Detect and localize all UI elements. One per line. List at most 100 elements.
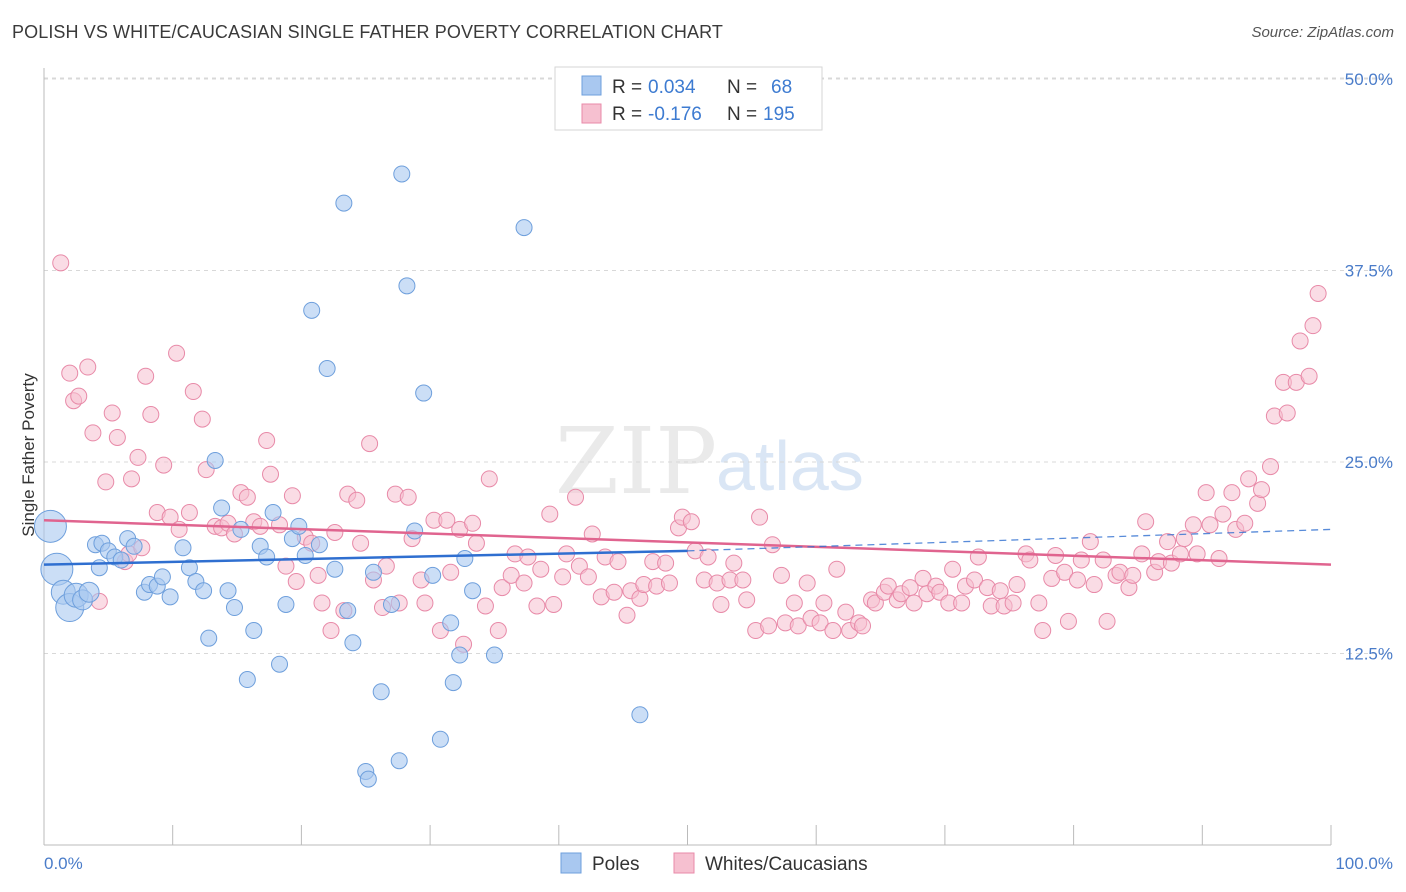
data-point-whites bbox=[1098, 612, 1116, 630]
data-point-poles bbox=[442, 614, 460, 632]
data-point-whites bbox=[1030, 594, 1048, 612]
data-point-poles bbox=[464, 582, 482, 600]
data-point-whites bbox=[609, 553, 627, 571]
data-point-poles bbox=[415, 384, 433, 402]
data-point-whites bbox=[1056, 563, 1074, 581]
data-point-whites bbox=[326, 523, 344, 541]
data-point-whites bbox=[528, 597, 546, 615]
trend-line-poles bbox=[43, 549, 688, 566]
data-point-whites bbox=[1240, 470, 1258, 488]
data-point-whites bbox=[828, 560, 846, 578]
bottom-legend: Poles Whites/Caucasians bbox=[560, 852, 868, 875]
data-point-whites bbox=[1059, 612, 1077, 630]
data-point-whites bbox=[193, 410, 211, 428]
data-point-whites bbox=[854, 617, 872, 635]
data-point-whites bbox=[70, 387, 88, 405]
data-point-whites bbox=[1197, 484, 1215, 502]
data-point-whites bbox=[361, 435, 379, 453]
trend-line-whites bbox=[43, 518, 1332, 566]
data-point-whites bbox=[84, 424, 102, 442]
data-point-poles bbox=[318, 360, 336, 378]
data-point-poles bbox=[431, 730, 449, 748]
data-point-poles bbox=[398, 277, 416, 295]
data-point-whites bbox=[1008, 576, 1026, 594]
data-point-poles bbox=[372, 683, 390, 701]
data-point-whites bbox=[760, 617, 778, 635]
data-point-poles bbox=[219, 582, 237, 600]
data-point-poles bbox=[225, 599, 243, 617]
data-point-poles bbox=[326, 560, 344, 578]
data-point-whites bbox=[712, 595, 730, 613]
data-point-whites bbox=[798, 574, 816, 592]
data-point-whites bbox=[545, 595, 563, 613]
data-point-whites bbox=[699, 548, 717, 566]
data-point-whites bbox=[1188, 545, 1206, 563]
data-point-whites bbox=[1137, 513, 1155, 531]
data-point-whites bbox=[751, 508, 769, 526]
data-point-whites bbox=[953, 594, 971, 612]
data-point-whites bbox=[467, 534, 485, 552]
data-point-whites bbox=[123, 470, 141, 488]
data-point-poles bbox=[271, 655, 289, 673]
data-point-poles bbox=[344, 634, 362, 652]
data-point-poles bbox=[456, 550, 474, 568]
data-point-whites bbox=[1175, 530, 1193, 548]
data-point-whites bbox=[991, 582, 1009, 600]
data-point-whites bbox=[1184, 516, 1202, 534]
data-point-whites bbox=[1201, 516, 1219, 534]
data-point-poles bbox=[296, 546, 314, 564]
y-tick-label: 12.5% bbox=[1345, 645, 1393, 664]
data-point-poles bbox=[153, 568, 171, 586]
data-point-whites bbox=[262, 465, 280, 483]
legend-n-label-whites: N = bbox=[727, 104, 757, 125]
data-point-whites bbox=[97, 473, 115, 491]
data-point-whites bbox=[1021, 551, 1039, 569]
data-point-poles bbox=[112, 551, 130, 569]
data-point-whites bbox=[837, 603, 855, 621]
data-point-poles bbox=[485, 646, 503, 664]
data-point-whites bbox=[554, 568, 572, 586]
data-point-whites bbox=[532, 560, 550, 578]
data-point-whites bbox=[258, 432, 276, 450]
watermark-atlas: atlas bbox=[716, 427, 864, 505]
data-point-whites bbox=[442, 563, 460, 581]
data-point-whites bbox=[283, 487, 301, 505]
bottom-legend-label-poles: Poles bbox=[592, 854, 640, 875]
data-point-whites bbox=[464, 514, 482, 532]
data-point-poles bbox=[390, 752, 408, 770]
data-point-whites bbox=[155, 456, 173, 474]
data-point-whites bbox=[309, 566, 327, 584]
data-point-poles bbox=[444, 674, 462, 692]
data-point-whites bbox=[734, 571, 752, 589]
data-point-whites bbox=[322, 622, 340, 640]
data-point-whites bbox=[108, 428, 126, 446]
bottom-legend-swatch-whites bbox=[673, 852, 695, 874]
data-point-whites bbox=[785, 594, 803, 612]
data-point-whites bbox=[1072, 551, 1090, 569]
data-point-whites bbox=[567, 488, 585, 506]
data-point-poles bbox=[310, 536, 328, 554]
data-point-whites bbox=[944, 560, 962, 578]
data-point-whites bbox=[168, 344, 186, 362]
data-point-whites bbox=[966, 571, 984, 589]
bottom-legend-swatch-poles bbox=[560, 852, 582, 874]
data-point-whites bbox=[824, 622, 842, 640]
bottom-legend-label-whites: Whites/Caucasians bbox=[705, 854, 868, 875]
data-point-whites bbox=[657, 554, 675, 572]
data-point-whites bbox=[287, 572, 305, 590]
data-point-whites bbox=[1210, 550, 1228, 568]
data-point-poles bbox=[238, 671, 256, 689]
legend-r-label-whites: R = bbox=[612, 104, 642, 125]
data-point-whites bbox=[1094, 551, 1112, 569]
grid-lines bbox=[44, 77, 1393, 654]
data-point-poles bbox=[33, 509, 67, 543]
y-tick-label: 25.0% bbox=[1345, 453, 1393, 472]
data-point-whites bbox=[1081, 533, 1099, 551]
data-point-whites bbox=[416, 594, 434, 612]
data-point-poles bbox=[303, 301, 321, 319]
data-point-whites bbox=[1159, 533, 1177, 551]
legend-r-value-whites: -0.176 bbox=[648, 104, 702, 125]
data-point-whites bbox=[61, 364, 79, 382]
data-point-poles bbox=[161, 588, 179, 606]
